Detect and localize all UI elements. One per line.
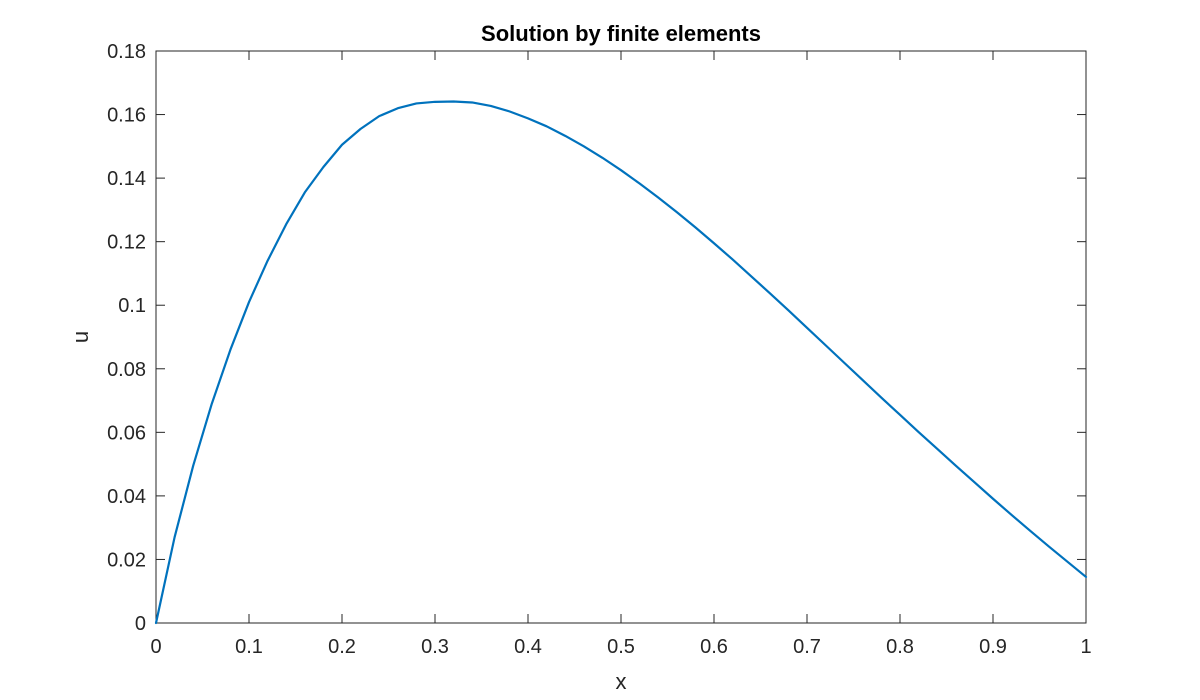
x-tick-label: 0.5 <box>607 636 635 658</box>
x-tick-label: 0.9 <box>979 636 1007 658</box>
y-tick-label: 0.14 <box>107 168 146 190</box>
y-tick-label: 0.12 <box>107 232 146 254</box>
tick-labels-group: 0 0.1 0.2 0.3 0.4 0.5 0.6 0.7 0.8 0.9 1 0 0.02 0.04 0.… <box>107 41 1092 658</box>
y-tick-label: 0.16 <box>107 105 146 127</box>
chart-title: Solution by finite elements <box>481 21 761 46</box>
x-tick-label: 0.7 <box>793 636 821 658</box>
y-tick-label: 0.08 <box>107 359 146 381</box>
x-tick-label: 1 <box>1080 636 1091 658</box>
x-tick-label: 0.6 <box>700 636 728 658</box>
x-tick-label: 0.4 <box>514 636 542 658</box>
x-tick-label: 0.2 <box>328 636 356 658</box>
x-tick-label: 0 <box>150 636 161 658</box>
data-line <box>154 100 1088 625</box>
y-tick-label: 0.04 <box>107 486 146 508</box>
x-tick-label: 0.8 <box>886 636 914 658</box>
y-tick-label: 0 <box>135 613 146 635</box>
axes-box <box>155 50 1087 624</box>
y-tick-label: 0.02 <box>107 549 146 571</box>
x-tick-label: 0.1 <box>235 636 263 658</box>
x-axis-label: x <box>616 669 627 694</box>
x-tick-label: 0.3 <box>421 636 449 658</box>
y-tick-label: 0.06 <box>107 422 146 444</box>
y-tick-label: 0.1 <box>118 295 146 317</box>
y-tick-label: 0.18 <box>107 41 146 63</box>
ticks-group <box>155 50 1087 624</box>
y-axis-label: u <box>68 331 93 343</box>
